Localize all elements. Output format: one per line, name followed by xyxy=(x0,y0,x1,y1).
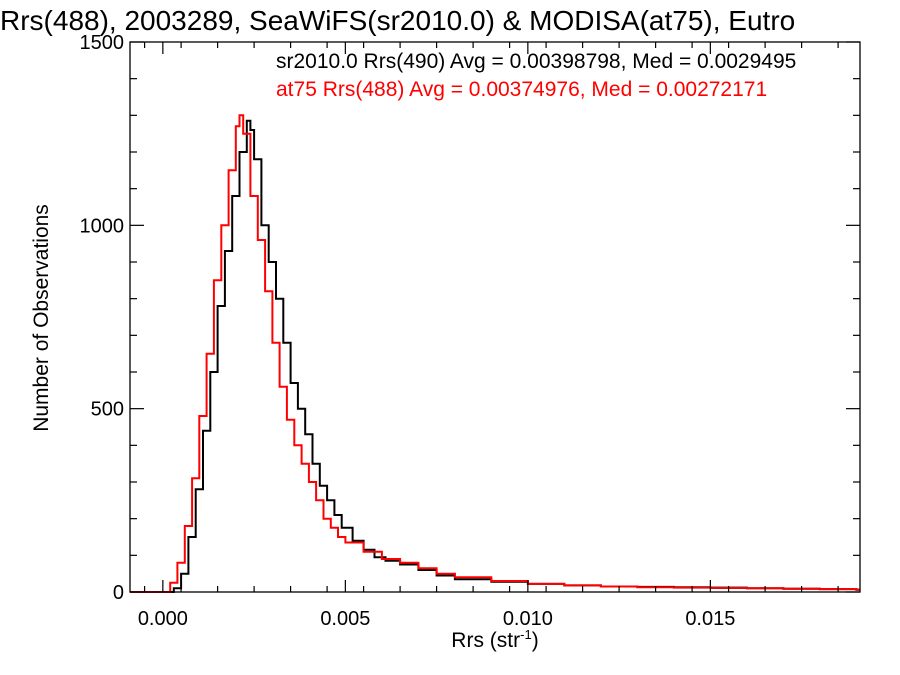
series-layer xyxy=(130,114,860,593)
plot-frame xyxy=(129,41,861,593)
legend-entry-sr2010: sr2010.0 Rrs(490) Avg = 0.00398798, Med … xyxy=(276,50,796,73)
y-tick-label: 1000 xyxy=(80,215,125,237)
chart-title: Rrs(488), 2003289, SeaWiFS(sr2010.0) & M… xyxy=(0,5,795,36)
series-line-1 xyxy=(130,114,860,593)
x-tick-label: 0.010 xyxy=(503,608,553,630)
series-line-0 xyxy=(130,119,860,593)
y-axis-label: Number of Observations xyxy=(30,204,53,432)
y-tick-label: 500 xyxy=(91,399,124,421)
x-axis-label-superscript: -1 xyxy=(520,627,532,642)
x-tick-label: 0.000 xyxy=(138,608,188,630)
x-tick-label: 0.005 xyxy=(320,608,370,630)
legend-entry-at75: at75 Rrs(488) Avg = 0.00374976, Med = 0.… xyxy=(276,78,767,101)
x-axis-label-tail: ) xyxy=(532,629,539,652)
ticks-layer: 0.000 0.005 0.010 0.015 0 500 1000 1500 xyxy=(80,32,860,630)
x-axis-label-main: Rrs (str xyxy=(451,629,520,652)
y-tick-label: 0 xyxy=(113,582,124,604)
x-tick-label: 0.015 xyxy=(685,608,735,630)
y-tick-label: 1500 xyxy=(80,32,125,54)
x-axis-label: Rrs (str-1) xyxy=(451,627,538,652)
